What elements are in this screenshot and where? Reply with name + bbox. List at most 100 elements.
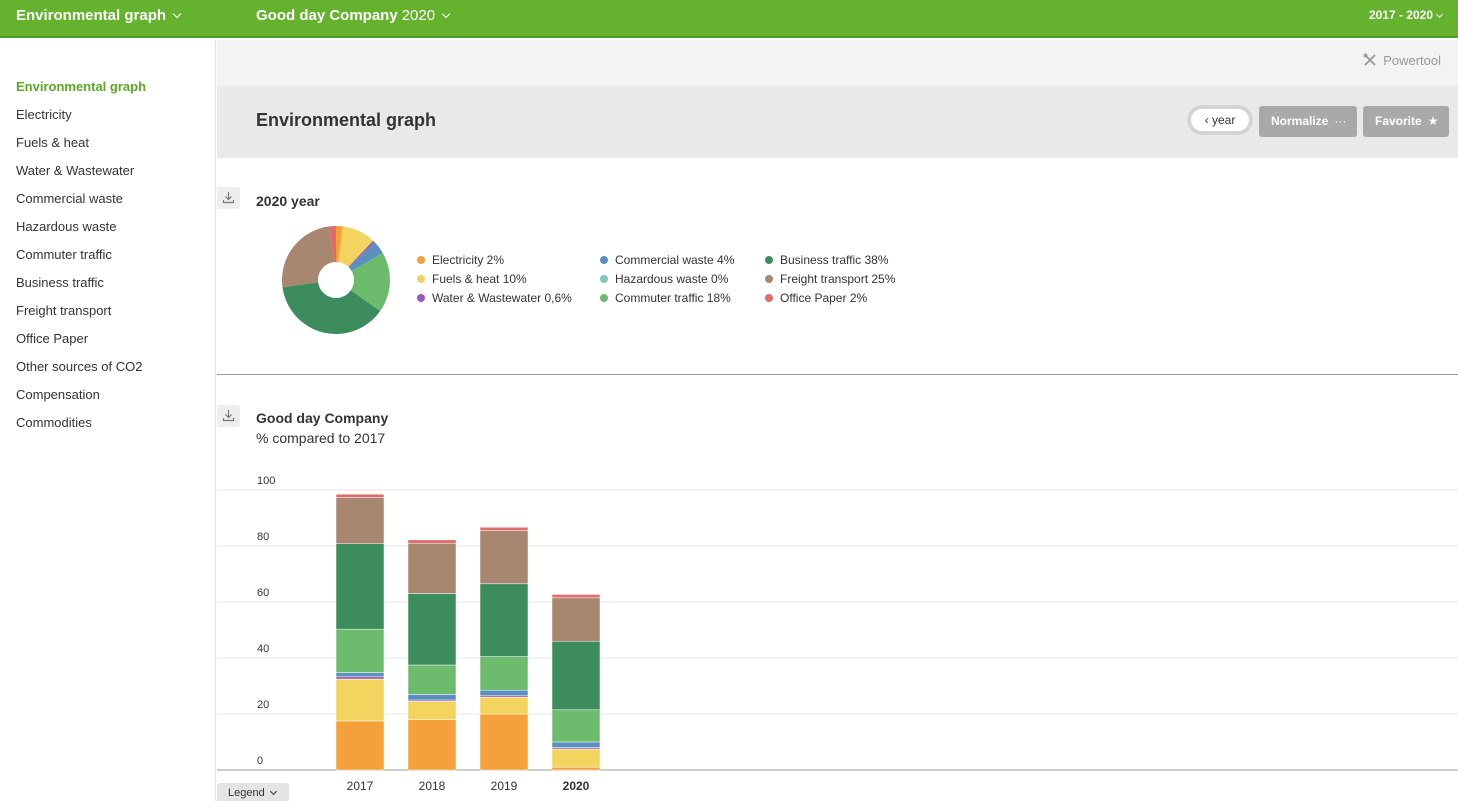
bar-segment-2019-business-traffic[interactable] [479,583,529,657]
pie-legend-item: Office Paper 2% [765,291,867,305]
bar-segment-2019-freight-transport[interactable] [479,530,529,585]
bar-segment-2017-water-wastewater[interactable] [335,676,385,680]
bar-segment-2017-fuels-heat[interactable] [335,678,385,722]
sidebar-item-other-sources-of-co2[interactable]: Other sources of CO2 [16,359,143,374]
bar-segment-2020-electricity[interactable] [551,766,601,771]
bar-chart-subtitle: % compared to 2017 [256,430,386,446]
sidebar-item-compensation[interactable]: Compensation [16,387,100,402]
bar-segment-2020-fuels-heat[interactable] [551,748,601,768]
bar-segment-2020-office-paper[interactable] [551,594,601,599]
bar-segment-2019-office-paper[interactable] [479,526,529,531]
pie-slice-water-wastewater[interactable] [348,240,375,268]
sidebar-item-freight-transport[interactable]: Freight transport [16,303,112,318]
selected-year: 2020 [401,7,436,24]
y-tick-label: 100 [257,475,275,487]
legend-dot-icon [765,294,773,302]
bar-segment-2017-electricity[interactable] [335,720,385,771]
pie-legend-label: Commercial waste 4% [615,253,735,267]
year-button-label: year [1212,113,1236,127]
pie-legend-label: Commuter traffic 18% [615,291,731,305]
bar-segment-2018-office-paper[interactable] [407,539,457,544]
sidebar-item-business-traffic[interactable]: Business traffic [16,275,104,290]
section-divider [217,374,1458,375]
pie-slice-business-traffic[interactable] [282,282,381,334]
favorite-button[interactable]: Favorite ★ [1363,106,1449,137]
pie-legend-label: Water & Wastewater 0,6% [432,291,572,305]
bar-segment-2018-freight-transport[interactable] [407,542,457,594]
bar-segment-2018-electricity[interactable] [407,719,457,771]
powertool-label: Powertool [1383,53,1441,68]
pie-legend-item: Fuels & heat 10% [417,272,527,286]
pie-slice-fuels-heat[interactable] [338,226,374,267]
sidebar-item-electricity[interactable]: Electricity [16,107,72,122]
legend-dot-icon [600,294,608,302]
sidebar-item-commodities[interactable]: Commodities [16,415,92,430]
powertool-bar: Powertool [217,40,1458,86]
x-tick-label: 2020 [563,779,590,793]
sidebar-item-commercial-waste[interactable]: Commercial waste [16,191,123,206]
sidebar-item-hazardous-waste[interactable]: Hazardous waste [16,219,117,234]
y-tick-label: 40 [257,643,269,655]
x-tick-label: 2018 [419,779,446,793]
download-pie-button[interactable] [217,187,240,209]
bar-segment-2017-commuter-traffic[interactable] [335,628,385,673]
legend-dot-icon [417,294,425,302]
bar-segment-2020-business-traffic[interactable] [551,640,601,711]
pie-chart-title: 2020 year [256,193,320,209]
pie-legend-item: Water & Wastewater 0,6% [417,291,572,305]
sidebar-item-fuels-heat[interactable]: Fuels & heat [16,135,89,150]
bar-segment-2019-fuels-heat[interactable] [479,696,529,715]
bar-segment-2017-freight-transport[interactable] [335,497,385,545]
pie-legend-label: Fuels & heat 10% [432,272,527,286]
sidebar-item-water-wastewater[interactable]: Water & Wastewater [16,163,135,178]
bar-segment-2018-commercial-waste[interactable] [407,694,457,701]
top-bar: Environmental graph Good day Company 2020… [0,0,1458,38]
sidebar: Environmental graph Electricity Fuels & he… [0,40,216,801]
bar-segment-2019-commuter-traffic[interactable] [479,656,529,691]
pie-slice-electricity[interactable] [336,226,343,263]
download-bar-button[interactable] [217,405,240,427]
pie-slice-commercial-waste[interactable] [348,242,383,271]
sidebar-item-environmental-graph[interactable]: Environmental graph [16,79,147,94]
sidebar-item-office-paper[interactable]: Office Paper [16,331,89,346]
app-title: Environmental graph [16,7,167,24]
bar-segment-2020-freight-transport[interactable] [551,597,601,642]
year-range-dropdown[interactable]: 2017 - 2020 [1368,8,1444,22]
legend-dot-icon [417,275,425,283]
pie-legend-label: Business traffic 38% [780,253,889,267]
bar-segment-2017-commercial-waste[interactable] [335,672,385,678]
bar-segment-2020-commuter-traffic[interactable] [551,709,601,743]
pie-slice-freight-transport[interactable] [282,226,334,288]
year-range: 2017 - 2020 [1368,8,1433,22]
normalize-label: Normalize [1271,114,1329,128]
chevron-down-icon [269,787,277,796]
bar-segment-2017-business-traffic[interactable] [335,543,385,630]
pie-slice-office-paper[interactable] [329,226,336,263]
bar-segment-2018-fuels-heat[interactable] [407,701,457,720]
download-icon [222,192,235,204]
y-tick-label: 80 [257,531,269,543]
sidebar-item-commuter-traffic[interactable]: Commuter traffic [16,247,112,262]
x-tick-label: 2019 [491,779,518,793]
pie-legend-label: Hazardous waste 0% [615,272,729,286]
pie-legend-item: Commercial waste 4% [600,253,734,267]
chevron-down-icon [172,9,182,19]
company-year-dropdown[interactable]: Good day Company 2020 [256,7,451,24]
bar-segment-2017-office-paper[interactable] [335,493,385,498]
powertool-button[interactable]: Powertool [1363,53,1441,68]
legend-dot-icon [765,256,773,264]
bar-segment-2020-commercial-waste[interactable] [551,741,601,748]
company-name: Good day Company [256,7,398,24]
download-icon [222,410,235,422]
bar-segment-2019-electricity[interactable] [479,713,529,771]
chevron-left-icon: ‹ [1204,113,1212,127]
bar-segment-2018-business-traffic[interactable] [407,593,457,666]
bar-segment-2018-commuter-traffic[interactable] [407,664,457,695]
previous-year-button[interactable]: ‹ year [1187,105,1253,135]
pie-slice-commuter-traffic[interactable] [350,253,390,312]
pie-legend-label: Freight transport 25% [780,272,896,286]
legend-toggle-button[interactable]: Legend [217,783,289,801]
app-menu-dropdown[interactable]: Environmental graph [16,7,182,24]
bar-segment-2019-commercial-waste[interactable] [479,689,529,697]
normalize-button[interactable]: Normalize ··· [1259,106,1357,137]
